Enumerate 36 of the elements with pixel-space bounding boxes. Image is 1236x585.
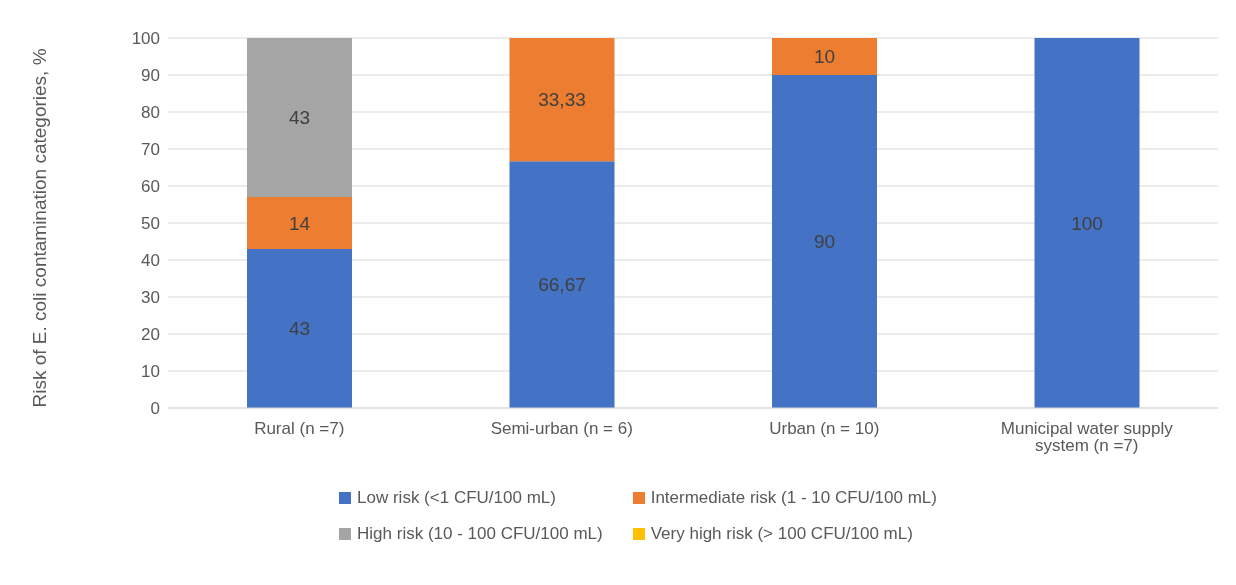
- data-label: 14: [288, 212, 311, 234]
- bar: [247, 248, 352, 408]
- x-tick-label: Semi-urban (n = 6): [490, 419, 633, 439]
- data-label: 43: [288, 317, 311, 339]
- data-label: 43: [288, 107, 311, 129]
- legend-label: Very high risk (> 100 CFU/100 mL): [650, 524, 913, 544]
- bar: [247, 38, 352, 198]
- y-tick-label: 30: [141, 288, 160, 308]
- x-tick-label: Urban (n = 10): [769, 419, 880, 439]
- y-tick-label: 70: [141, 140, 160, 160]
- bar: [1034, 38, 1140, 408]
- bar: [509, 38, 615, 162]
- y-tick-label: 10: [141, 362, 160, 382]
- y-tick-label: 100: [131, 29, 160, 49]
- y-tick-label: 50: [141, 214, 160, 234]
- bar: [772, 75, 877, 408]
- y-tick-label: 20: [141, 325, 160, 345]
- legend-label: Low risk (<1 CFU/100 mL): [357, 488, 556, 508]
- data-label: 33,33: [538, 89, 586, 111]
- bar: [247, 197, 352, 249]
- y-tick-label: 90: [141, 66, 160, 86]
- x-tick-label: Municipal water supply system (n =7): [1000, 419, 1174, 456]
- legend-label: Intermediate risk (1 - 10 CFU/100 mL): [650, 488, 937, 508]
- y-axis-title: Risk of E. coli contamination categories, %: [28, 47, 51, 410]
- y-tick-label: 40: [141, 251, 160, 271]
- data-label: 100: [1071, 212, 1103, 234]
- bar: [772, 38, 877, 75]
- data-label: 66,67: [538, 274, 586, 296]
- x-tick-label: Rural (n =7): [254, 419, 345, 439]
- y-tick-label: 60: [141, 177, 160, 197]
- bar: [509, 161, 615, 408]
- y-tick-label: 0: [150, 399, 160, 419]
- data-label: 10: [813, 46, 836, 67]
- data-label: 90: [813, 231, 836, 252]
- y-tick-label: 80: [141, 103, 160, 123]
- legend-label: High risk (10 - 100 CFU/100 mL): [357, 524, 603, 544]
